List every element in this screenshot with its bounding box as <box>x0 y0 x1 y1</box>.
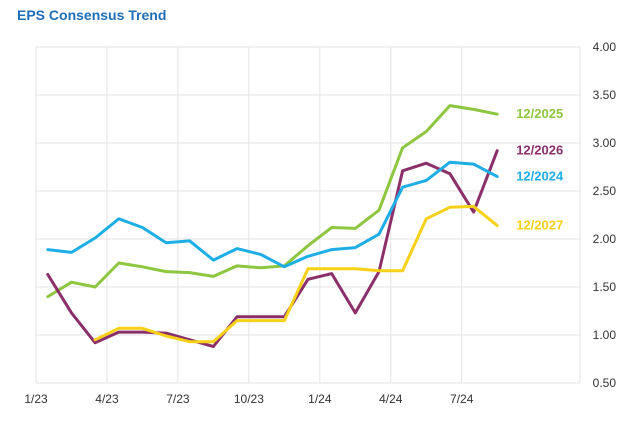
series-lines <box>46 104 499 348</box>
series-line-12-2024 <box>46 160 499 269</box>
x-tick-label: 4/23 <box>95 392 119 406</box>
series-line-12-2026 <box>46 149 499 348</box>
series-label-12-2024: 12/2024 <box>516 169 564 184</box>
grid-lines <box>35 46 581 384</box>
y-tick-label: 1.00 <box>593 328 617 342</box>
x-axis-ticks: 1/23 4/23 7/23 10/23 1/24 4/24 7/24 <box>24 392 473 406</box>
series-labels: 12/2025 12/2026 12/2024 12/2027 <box>516 106 564 232</box>
y-tick-label: 4.00 <box>593 40 617 54</box>
y-tick-label: 0.50 <box>593 376 617 390</box>
chart-title: EPS Consensus Trend <box>17 7 167 23</box>
x-tick-label: 7/24 <box>450 392 474 406</box>
x-tick-label: 1/24 <box>308 392 332 406</box>
series-label-12-2027: 12/2027 <box>516 218 563 233</box>
y-tick-label: 2.50 <box>593 184 617 198</box>
x-tick-label: 10/23 <box>234 392 264 406</box>
series-label-12-2026: 12/2026 <box>516 143 563 158</box>
y-tick-label: 3.50 <box>593 88 617 102</box>
y-tick-label: 2.00 <box>593 232 617 246</box>
series-label-12-2025: 12/2025 <box>516 106 563 121</box>
series-line-12-2025 <box>46 104 499 299</box>
y-tick-label: 1.50 <box>593 280 617 294</box>
x-tick-label: 7/23 <box>166 392 190 406</box>
y-axis-ticks: 0.50 1.00 1.50 2.00 2.50 3.00 3.50 4.00 <box>593 40 617 390</box>
x-tick-label: 4/24 <box>379 392 403 406</box>
y-tick-label: 3.00 <box>593 136 617 150</box>
series-line-12-2027 <box>93 204 499 344</box>
x-tick-label: 1/23 <box>24 392 48 406</box>
